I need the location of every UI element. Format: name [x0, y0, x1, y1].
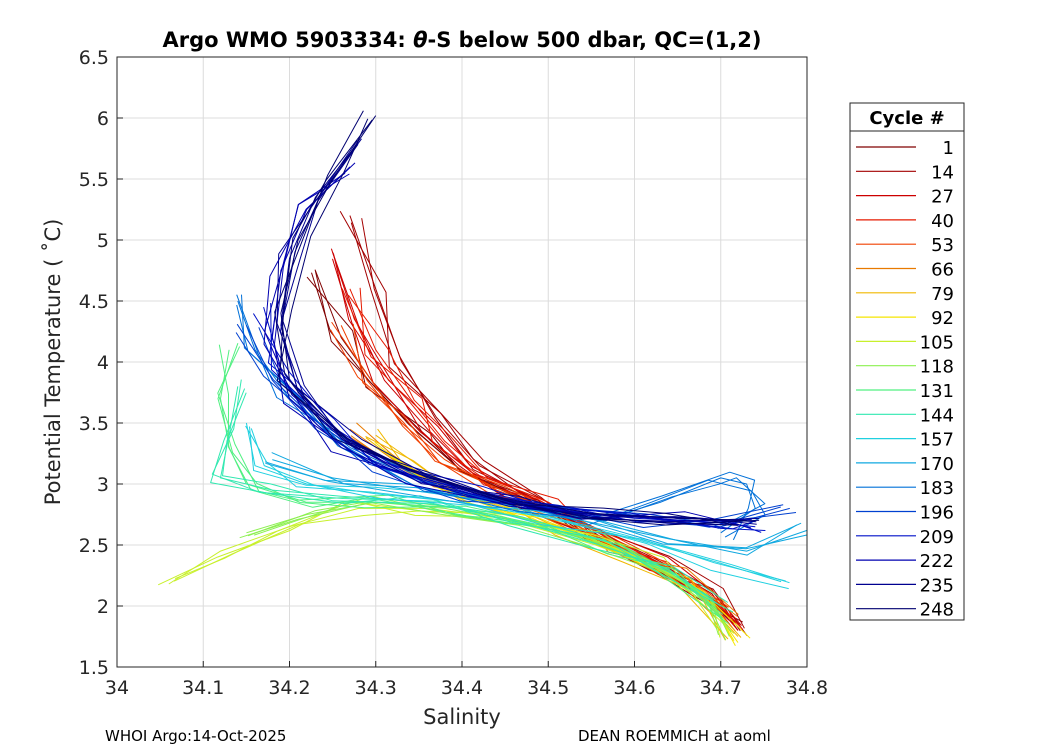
legend-label: 183 [920, 478, 954, 499]
profile-line-trace [347, 294, 743, 630]
x-tick-label: 34.4 [441, 677, 483, 699]
profile-line [272, 459, 808, 552]
profile-line-trace [250, 428, 790, 584]
legend-box [849, 102, 965, 621]
x-axis-ticks: 34 34.1 34.2 34.3 34.4 34.5 34.6 34.7 34.8 [105, 661, 828, 699]
profile-line-trace [211, 379, 729, 603]
legend-label: 170 [920, 454, 954, 475]
y-tick-label: 3 [97, 474, 109, 496]
legend-label: 92 [931, 308, 954, 329]
profile-line-trace [217, 343, 724, 615]
x-tick-label: 34.6 [613, 677, 655, 699]
x-tick-label: 34.1 [182, 677, 224, 699]
footer-left: WHOI Argo:14-Oct-2025 [105, 727, 286, 745]
profile-line-trace [281, 138, 757, 523]
legend-label: 157 [920, 430, 954, 451]
legend-label: 144 [920, 405, 954, 426]
y-tick-label: 4 [97, 352, 109, 374]
chart-title: Argo WMO 5903334: θ-S below 500 dbar, QC… [162, 28, 761, 52]
legend-label: 235 [920, 575, 954, 596]
y-tick-label: 4.5 [79, 291, 109, 313]
profile-line-trace [235, 332, 797, 524]
y-tick-label: 6.5 [79, 47, 109, 69]
profile-line-trace [330, 248, 740, 625]
y-tick-label: 1.5 [79, 657, 109, 679]
legend-label: 53 [931, 235, 954, 256]
profile-line-trace [279, 119, 738, 526]
y-tick-label: 5 [97, 230, 109, 252]
x-tick-label: 34.8 [786, 677, 828, 699]
y-tick-label: 2.5 [79, 535, 109, 557]
y-tick-label: 6 [97, 108, 109, 130]
legend-label: 196 [920, 503, 954, 524]
legend-title: Cycle # [869, 108, 944, 129]
legend-label: 209 [920, 527, 954, 548]
legend-label: 79 [931, 284, 954, 305]
legend-label: 222 [920, 551, 954, 572]
y-axis-ticks: 1.5 2 2.5 3 3.5 4 4.5 5 5.5 6 6.5 [79, 47, 123, 679]
profile-line-trace [274, 110, 760, 526]
footer-right: DEAN ROEMMICH at aoml [578, 727, 771, 745]
legend-label: 1 [943, 138, 954, 159]
y-axis-label: Potential Temperature ( ˚C) [41, 219, 65, 506]
legend: Cycle # 1 14 27 40 53 66 79 92 105 118 131 144 157 17… [849, 102, 965, 621]
profile-line-trace [236, 294, 766, 538]
series-group [157, 110, 808, 647]
profile-line-trace [276, 118, 739, 526]
legend-label: 40 [931, 211, 954, 232]
legend-label: 14 [931, 162, 954, 183]
legend-label: 118 [920, 357, 954, 378]
x-tick-label: 34.5 [527, 677, 569, 699]
x-tick-label: 34.3 [355, 677, 397, 699]
legend-label: 27 [931, 187, 954, 208]
legend-label: 248 [920, 600, 954, 621]
y-tick-label: 3.5 [79, 413, 109, 435]
legend-label: 131 [920, 381, 954, 402]
profile-line-trace [245, 425, 786, 582]
y-tick-label: 2 [97, 596, 109, 618]
x-tick-label: 34 [105, 677, 129, 699]
x-tick-label: 34.7 [700, 677, 742, 699]
legend-label: 66 [931, 260, 954, 281]
x-axis-label: Salinity [423, 705, 501, 729]
legend-label: 105 [920, 332, 954, 353]
x-tick-label: 34.2 [268, 677, 310, 699]
profile-line [280, 115, 747, 522]
y-tick-label: 5.5 [79, 169, 109, 191]
profile-line-trace [222, 392, 716, 601]
legend-entries: 1 14 27 40 53 66 79 92 105 118 131 144 157 170 183 196 2… [856, 138, 954, 621]
profile-line-trace [280, 144, 757, 525]
